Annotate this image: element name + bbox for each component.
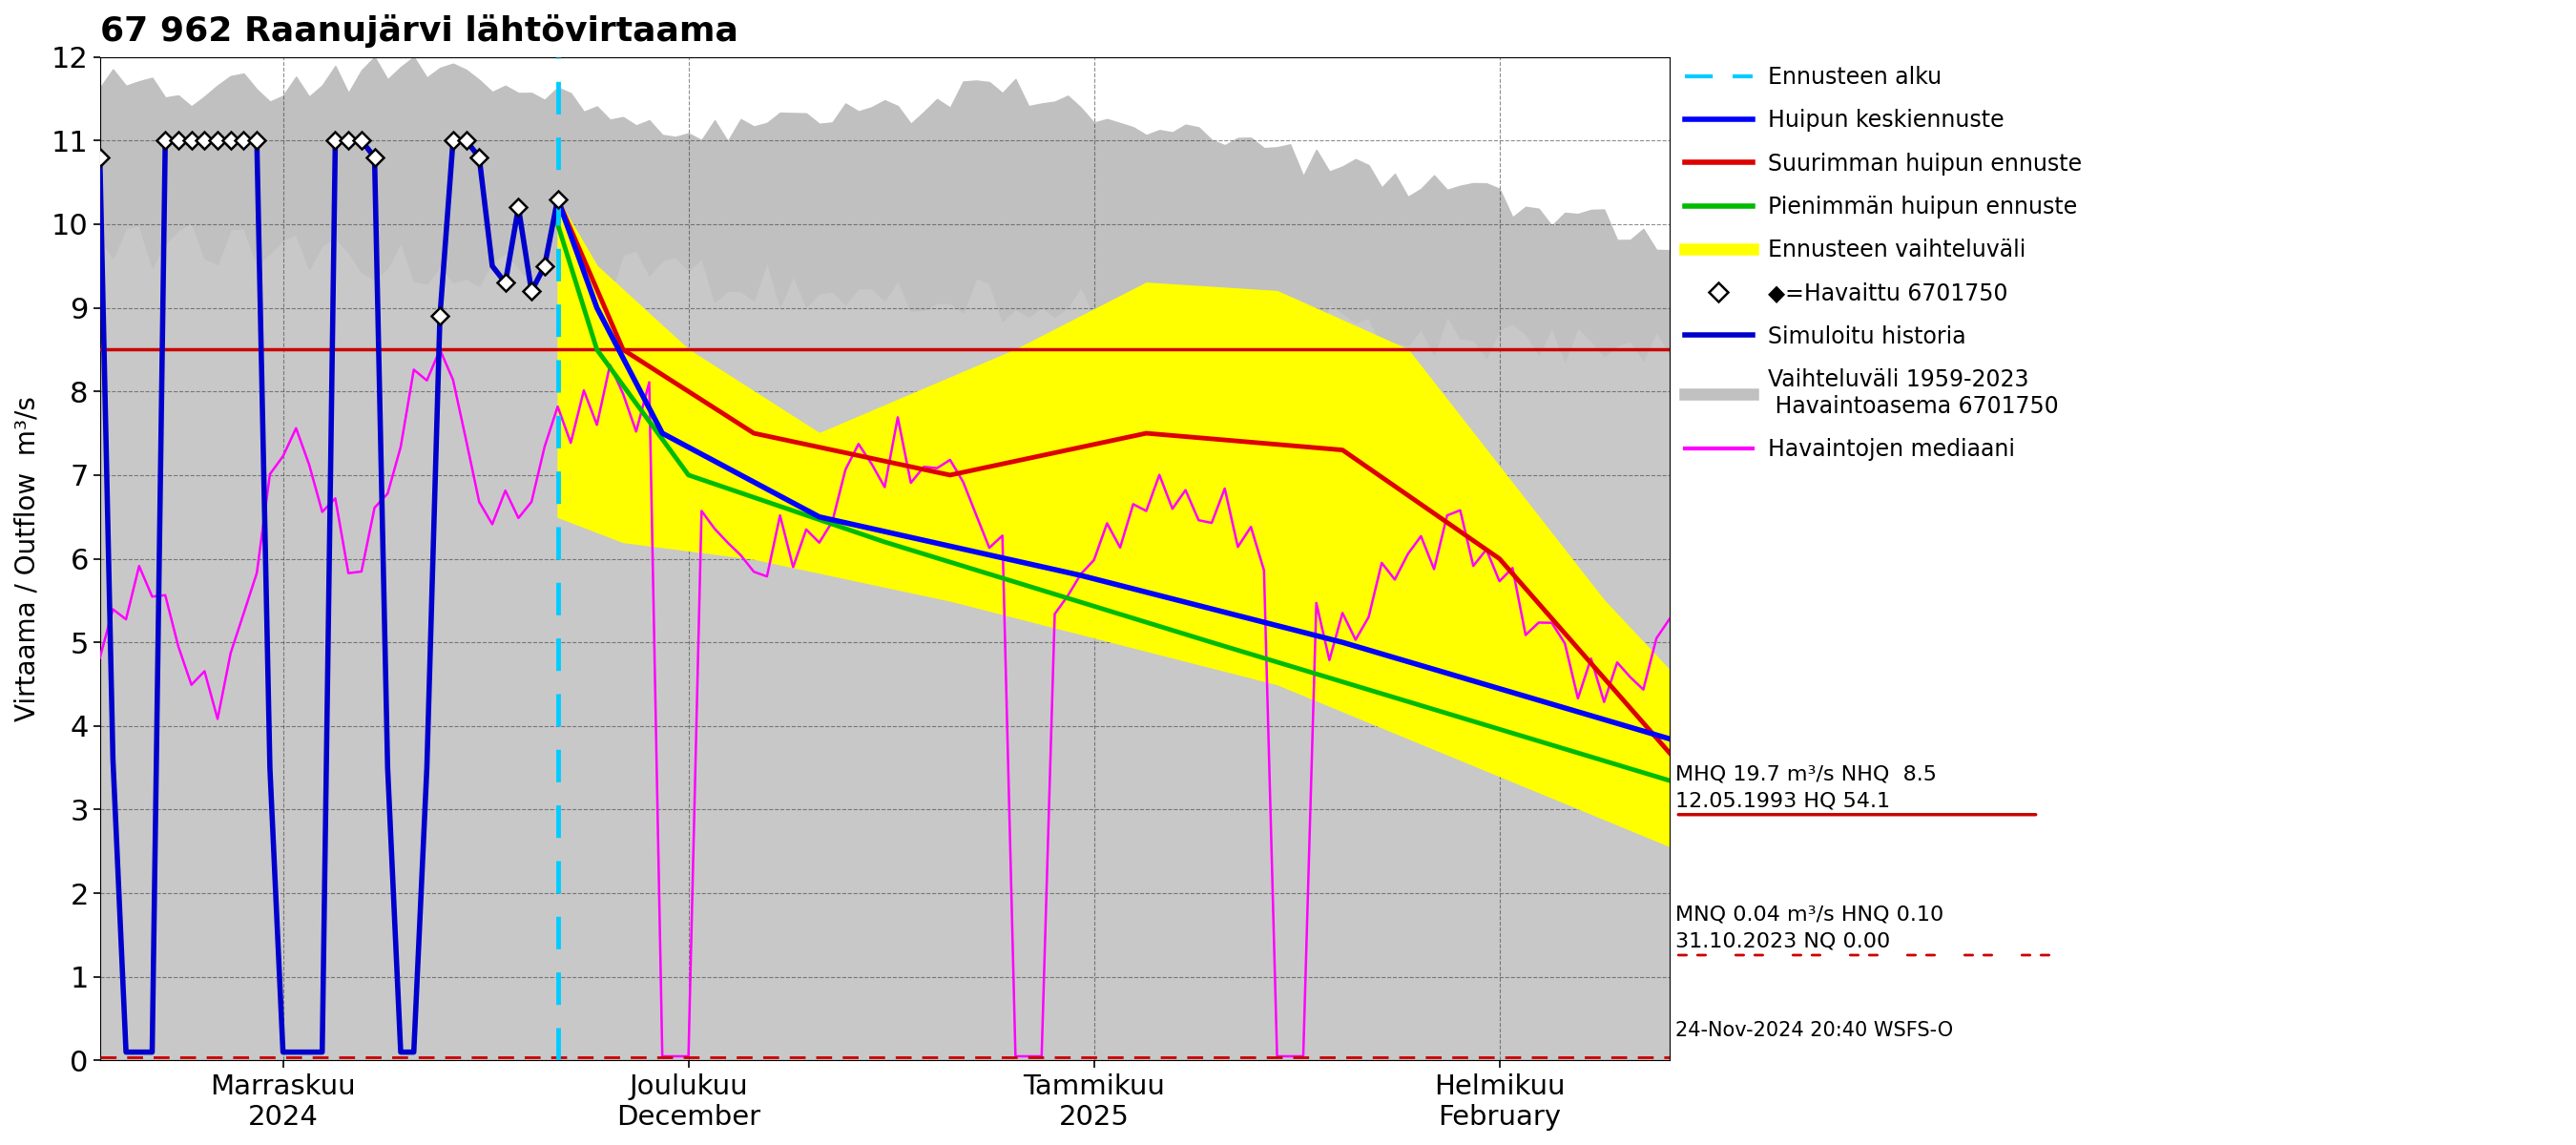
Text: MNQ 0.04 m³/s HNQ 0.10
31.10.2023 NQ 0.00: MNQ 0.04 m³/s HNQ 0.10 31.10.2023 NQ 0.0… xyxy=(1677,905,1945,950)
Y-axis label: Virtaama / Outflow  m³/s: Virtaama / Outflow m³/s xyxy=(15,396,41,721)
Text: MHQ 19.7 m³/s NHQ  8.5
12.05.1993 HQ 54.1: MHQ 19.7 m³/s NHQ 8.5 12.05.1993 HQ 54.1 xyxy=(1677,765,1937,811)
Text: 67 962 Raanujärvi lähtövirtaama: 67 962 Raanujärvi lähtövirtaama xyxy=(100,14,737,48)
Legend: Ennusteen alku, Huipun keskiennuste, Suurimman huipun ennuste, Pienimmän huipun : Ennusteen alku, Huipun keskiennuste, Suu… xyxy=(1677,57,2092,469)
Text: 24-Nov-2024 20:40 WSFS-O: 24-Nov-2024 20:40 WSFS-O xyxy=(1677,1021,1953,1041)
